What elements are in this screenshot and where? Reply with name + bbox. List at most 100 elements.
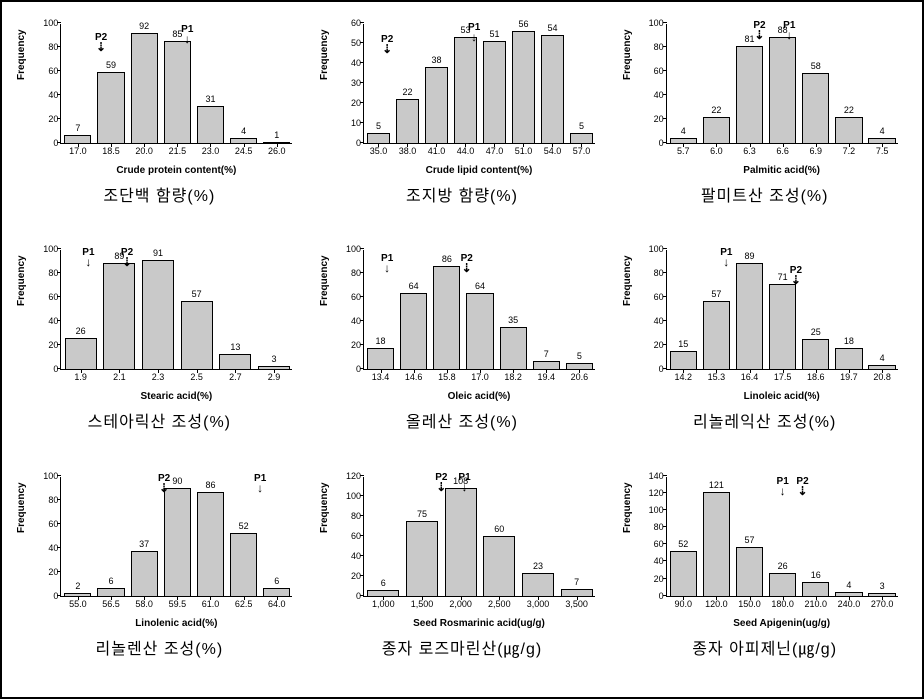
x-tick-mark bbox=[277, 596, 278, 600]
bar bbox=[164, 41, 191, 143]
x-tick-mark bbox=[849, 596, 850, 600]
y-tick-label: 10 bbox=[351, 118, 364, 128]
p-marker: P1↓ bbox=[381, 254, 393, 274]
y-tick-mark bbox=[663, 509, 667, 510]
x-tick-mark bbox=[210, 143, 211, 147]
bar-value-label: 5 bbox=[376, 121, 381, 131]
y-tick-mark bbox=[360, 142, 364, 143]
p-marker: P1↓ bbox=[720, 248, 732, 268]
p-marker: P1↓ bbox=[458, 473, 470, 493]
x-tick-mark bbox=[523, 143, 524, 147]
y-tick-label: 60 bbox=[48, 519, 61, 529]
bar-value-label: 57 bbox=[192, 289, 202, 299]
y-tick-label: 20 bbox=[654, 114, 667, 124]
y-tick-label: 80 bbox=[351, 268, 364, 278]
bar bbox=[483, 536, 515, 596]
bar-value-label: 57 bbox=[744, 535, 754, 545]
y-tick-mark bbox=[663, 142, 667, 143]
y-tick-label: 0 bbox=[53, 591, 61, 601]
x-tick-mark bbox=[499, 596, 500, 600]
bar-value-label: 75 bbox=[417, 509, 427, 519]
chart-cell: FrequencyPalmitic acid(%)02040608010045.… bbox=[613, 10, 916, 236]
y-tick-mark bbox=[360, 272, 364, 273]
bar bbox=[400, 293, 427, 370]
y-tick-mark bbox=[663, 70, 667, 71]
bar bbox=[466, 293, 493, 370]
plot-area: 0204060801001201405290.0121120.057150.02… bbox=[666, 477, 898, 597]
x-tick-mark bbox=[816, 596, 817, 600]
p-marker: P2⇣ bbox=[796, 477, 808, 497]
y-tick-mark bbox=[663, 526, 667, 527]
y-tick-mark bbox=[360, 595, 364, 596]
y-tick-label: 80 bbox=[48, 495, 61, 505]
x-tick-mark bbox=[683, 596, 684, 600]
arrow-down-dashed-icon: ⇣ bbox=[753, 31, 765, 41]
arrow-down-icon: ↓ bbox=[468, 33, 480, 43]
bar bbox=[736, 547, 763, 596]
bar-value-label: 22 bbox=[711, 105, 721, 115]
x-tick-mark bbox=[422, 596, 423, 600]
y-tick-mark bbox=[57, 475, 61, 476]
x-tick-mark bbox=[197, 369, 198, 373]
y-tick-label: 60 bbox=[48, 292, 61, 302]
p-marker: P2⇣ bbox=[435, 473, 447, 493]
y-tick-label: 40 bbox=[654, 316, 667, 326]
chart-cell: FrequencyOleic acid(%)0204060801001813.4… bbox=[311, 236, 614, 462]
bar-value-label: 4 bbox=[880, 126, 885, 136]
y-tick-label: 100 bbox=[346, 244, 364, 254]
x-tick-mark bbox=[407, 143, 408, 147]
y-tick-mark bbox=[360, 62, 364, 63]
bar bbox=[670, 351, 697, 369]
bar bbox=[541, 35, 565, 143]
x-tick-mark bbox=[111, 143, 112, 147]
y-tick-label: 100 bbox=[43, 18, 61, 28]
x-tick-mark bbox=[494, 143, 495, 147]
y-tick-mark bbox=[360, 102, 364, 103]
bar bbox=[197, 106, 224, 143]
x-tick-mark bbox=[378, 143, 379, 147]
chart-box: FrequencyOleic acid(%)0204060801001813.4… bbox=[317, 236, 607, 406]
bar bbox=[197, 492, 224, 595]
y-tick-label: 0 bbox=[659, 591, 667, 601]
y-tick-label: 100 bbox=[43, 244, 61, 254]
arrow-down-icon: ↓ bbox=[777, 487, 789, 497]
arrow-down-icon: ↓ bbox=[720, 258, 732, 268]
bar bbox=[230, 533, 257, 595]
bar bbox=[703, 301, 730, 369]
y-tick-mark bbox=[360, 320, 364, 321]
bar-value-label: 64 bbox=[475, 281, 485, 291]
x-tick-mark bbox=[513, 369, 514, 373]
p-marker: P1↓ bbox=[777, 477, 789, 497]
bar bbox=[454, 37, 478, 143]
y-tick-label: 100 bbox=[346, 491, 364, 501]
y-axis-label: Frequency bbox=[319, 482, 330, 533]
bar-value-label: 86 bbox=[205, 480, 215, 490]
chart-box: FrequencySeed Apigenin(ug/g)020406080100… bbox=[620, 463, 910, 633]
plot-area: 0204060801001813.46414.68615.86417.03518… bbox=[363, 250, 595, 370]
x-tick-mark bbox=[177, 143, 178, 147]
y-tick-label: 0 bbox=[659, 364, 667, 374]
y-tick-label: 50 bbox=[351, 38, 364, 48]
y-tick-mark bbox=[663, 560, 667, 561]
bar bbox=[445, 488, 477, 596]
x-tick-mark bbox=[783, 369, 784, 373]
x-tick-mark bbox=[816, 369, 817, 373]
arrow-down-icon: ↓ bbox=[82, 258, 94, 268]
arrow-down-dashed-icon: ⇣ bbox=[461, 264, 473, 274]
y-tick-mark bbox=[663, 248, 667, 249]
p-marker: P2⇣ bbox=[121, 248, 133, 268]
bar-value-label: 13 bbox=[230, 342, 240, 352]
y-tick-label: 40 bbox=[351, 551, 364, 561]
y-tick-mark bbox=[57, 344, 61, 345]
x-tick-mark bbox=[716, 596, 717, 600]
y-tick-label: 60 bbox=[351, 531, 364, 541]
chart-box: FrequencyPalmitic acid(%)02040608010045.… bbox=[620, 10, 910, 180]
bar-value-label: 121 bbox=[709, 480, 724, 490]
p-marker: P1↓ bbox=[468, 23, 480, 43]
x-axis-label: Linoleic acid(%) bbox=[666, 391, 898, 402]
bar bbox=[769, 37, 796, 143]
chart-box: FrequencySeed Rosmarinic acid(ug/g)02040… bbox=[317, 463, 607, 633]
bar-value-label: 57 bbox=[711, 289, 721, 299]
arrow-down-dashed-icon: ⇣ bbox=[121, 258, 133, 268]
y-tick-mark bbox=[57, 523, 61, 524]
